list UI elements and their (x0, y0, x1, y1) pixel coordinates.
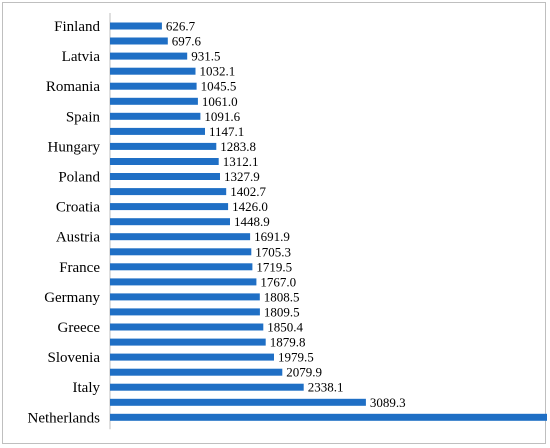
category-label: Italy (73, 380, 101, 396)
category-label: Poland (58, 170, 100, 186)
data-label: 1426.0 (232, 199, 268, 214)
data-label: 1808.5 (264, 289, 300, 304)
bar (110, 263, 253, 271)
data-label: 697.6 (172, 34, 202, 49)
bar (110, 22, 162, 30)
bar (110, 338, 266, 346)
data-label: 1448.9 (234, 214, 270, 229)
data-label: 1719.5 (256, 259, 292, 274)
category-label: Netherlands (28, 410, 101, 426)
bar (110, 127, 205, 135)
data-label: 2338.1 (308, 380, 344, 395)
bar (110, 413, 547, 421)
data-label: 1809.5 (264, 304, 300, 319)
data-label: 1032.1 (200, 64, 236, 79)
data-label: 1879.8 (270, 335, 306, 350)
bar (110, 112, 201, 120)
bar (110, 248, 252, 256)
bar (110, 293, 260, 301)
category-label: Austria (56, 230, 101, 246)
category-label: Croatia (56, 200, 100, 216)
bar (110, 383, 304, 391)
category-label: Spain (66, 109, 101, 125)
category-label: Hungary (48, 139, 101, 155)
data-label: 3089.3 (370, 395, 406, 410)
data-label: 626.7 (166, 19, 196, 34)
data-label: 1767.0 (260, 274, 296, 289)
bar (110, 158, 219, 165)
data-label: 931.5 (191, 49, 220, 64)
bar (110, 37, 168, 45)
bar (110, 82, 197, 90)
bar (110, 233, 251, 241)
bar (110, 368, 283, 376)
bar (110, 398, 366, 406)
bar (110, 142, 217, 150)
data-label: 1283.8 (220, 139, 256, 154)
category-label: Germany (44, 290, 100, 306)
bar (110, 308, 260, 316)
bar (110, 218, 230, 226)
category-label: France (59, 260, 100, 276)
bar (110, 67, 196, 75)
data-label: 1312.1 (223, 154, 259, 169)
data-label: 1979.5 (278, 350, 314, 365)
data-label: 1091.6 (204, 109, 240, 124)
data-label: 1045.5 (201, 79, 237, 94)
category-label: Romania (46, 79, 100, 95)
data-label: 2079.9 (286, 365, 322, 380)
bar (110, 173, 220, 180)
data-label: 1402.7 (230, 184, 266, 199)
bar (110, 353, 274, 361)
data-label: 1691.9 (254, 229, 290, 244)
chart-frame: 626.7 Finland 697.6 931.5 Latvia 1032.1 1045.5… (2, 2, 547, 444)
bar (110, 188, 227, 196)
bar (110, 97, 198, 105)
bar (110, 278, 257, 286)
data-label: 1147.1 (209, 124, 244, 139)
data-label: 1327.9 (224, 169, 260, 184)
data-label: 1061.0 (202, 94, 238, 109)
category-label: Greece (58, 320, 101, 336)
category-label: Slovenia (48, 350, 101, 366)
data-label: 1850.4 (267, 320, 303, 335)
category-label: Finland (54, 19, 100, 35)
data-label: 1705.3 (255, 244, 291, 259)
bar (110, 323, 264, 331)
bar (110, 203, 229, 211)
bar (110, 52, 188, 60)
category-label: Latvia (62, 49, 101, 65)
